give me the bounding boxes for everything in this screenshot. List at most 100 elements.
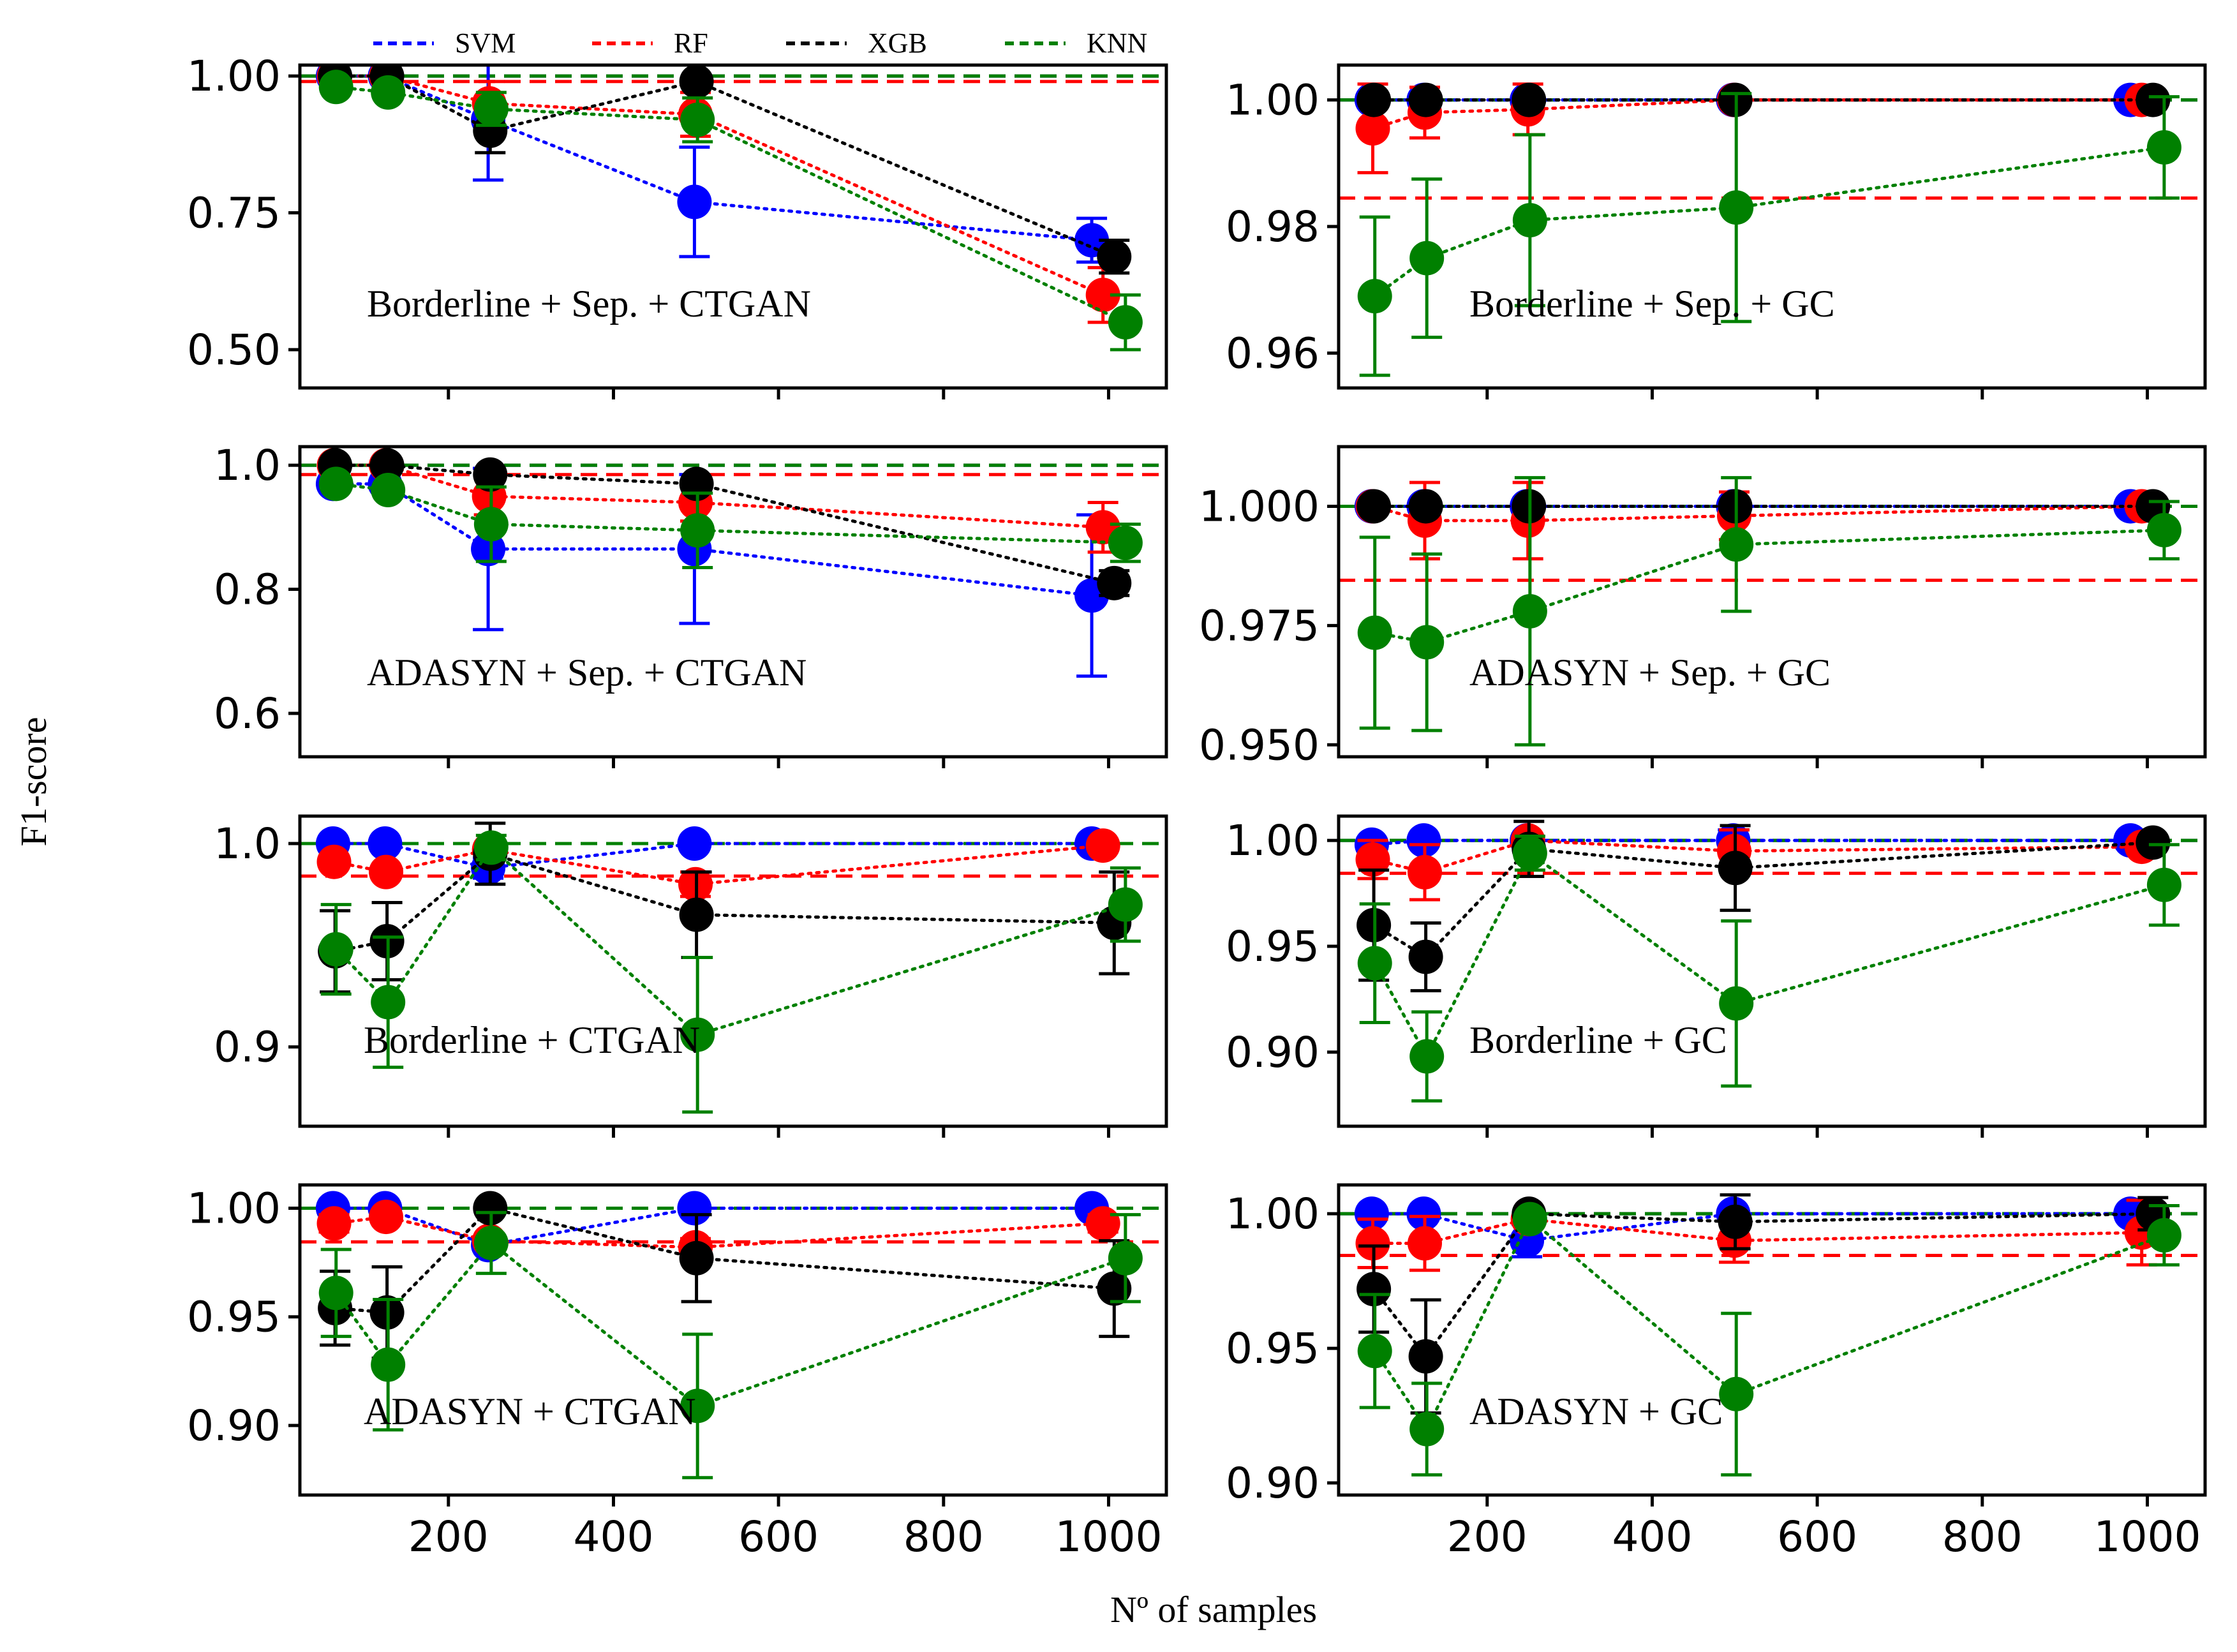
axes-frame xyxy=(1337,445,2207,759)
plot-area xyxy=(300,65,1166,352)
y-tick-label: 0.75 xyxy=(187,189,281,238)
series-line xyxy=(331,1206,1094,1247)
legend-item-knn: KNN xyxy=(1005,27,1147,59)
data-point xyxy=(1406,1196,1441,1232)
data-point xyxy=(473,91,509,126)
legend-item-rf: RF xyxy=(592,27,708,59)
data-point xyxy=(1085,828,1120,863)
x-tick-label: 200 xyxy=(408,1512,489,1561)
series-line xyxy=(334,1240,1127,1408)
panel-label: Borderline + Sep. + CTGAN xyxy=(367,283,811,325)
panel-4: 0.950 0.975 1.000 ADASYN + Sep. + GC xyxy=(1199,445,2207,770)
x-tick-label: 800 xyxy=(1942,1512,2023,1561)
series-line xyxy=(1373,145,2166,298)
y-tick-label: 0.95 xyxy=(187,1293,281,1342)
data-point xyxy=(1408,1339,1443,1374)
y-tick-label: 1.00 xyxy=(187,52,281,101)
y-tick-label: 0.8 xyxy=(214,565,281,614)
series-xgb xyxy=(318,448,1132,600)
data-point xyxy=(368,826,403,861)
series-line xyxy=(332,844,1105,886)
data-point xyxy=(2146,512,2181,547)
data-point xyxy=(318,932,353,967)
data-point xyxy=(1512,203,1547,238)
data-point xyxy=(1409,1411,1445,1447)
y-tick-label: 0.95 xyxy=(1226,1324,1319,1373)
data-point xyxy=(473,830,509,865)
axes-frame xyxy=(1337,814,2207,1128)
y-tick-label: 0.95 xyxy=(1226,922,1319,971)
panel-label: ADASYN + GC xyxy=(1469,1390,1723,1432)
data-point xyxy=(1719,1376,1754,1411)
data-point xyxy=(1108,305,1143,340)
y-tick-label: 1.00 xyxy=(1226,1189,1319,1239)
data-point xyxy=(1085,1206,1120,1241)
panel-1: 0.50 0.75 1.00 Borderline + Sep. + CTGAN xyxy=(187,52,1168,399)
data-point xyxy=(1512,593,1547,629)
y-tick-label: 1.00 xyxy=(1226,816,1319,865)
data-point xyxy=(1357,1334,1392,1369)
data-point xyxy=(1108,525,1143,560)
series-line xyxy=(331,842,1094,870)
panel-6: 0.90 0.95 1.00 Borderline + GC xyxy=(1226,814,2207,1138)
series-line xyxy=(1373,528,2166,644)
data-point xyxy=(679,897,714,932)
x-tick-label: 1000 xyxy=(1055,1512,1162,1561)
series-rf xyxy=(316,828,1120,902)
series-svm xyxy=(1354,823,2148,862)
data-point xyxy=(1718,1204,1753,1239)
panel-label: Borderline + GC xyxy=(1469,1019,1727,1061)
data-point xyxy=(1408,489,1443,524)
y-tick-label: 0.6 xyxy=(214,689,281,738)
data-point xyxy=(680,102,715,137)
data-point xyxy=(1097,239,1132,274)
data-point xyxy=(1354,1196,1389,1232)
data-point xyxy=(1357,615,1392,650)
series-rf xyxy=(1355,1198,2159,1272)
data-point xyxy=(1409,241,1445,276)
legend-item-svm: SVM xyxy=(373,27,516,59)
data-point xyxy=(371,985,406,1020)
data-point xyxy=(369,448,405,483)
plot-area xyxy=(1339,82,2205,377)
series-knn xyxy=(318,70,1143,352)
y-tick-label: 0.90 xyxy=(1226,1459,1319,1508)
series-rf xyxy=(1355,82,2159,175)
series-knn xyxy=(318,1210,1143,1480)
series-line xyxy=(333,1206,1116,1314)
y-tick-label: 0.90 xyxy=(187,1401,281,1450)
data-point xyxy=(1355,111,1390,146)
series-knn xyxy=(318,830,1143,1114)
data-point xyxy=(473,457,508,492)
y-axis-label: F1-score xyxy=(13,717,54,847)
data-point xyxy=(1719,527,1754,562)
data-point xyxy=(369,1200,403,1235)
data-point xyxy=(1097,565,1132,600)
panel-8: 0.90 0.95 1.00 200 400 600 800 1000 ADASYN + GC xyxy=(1226,1183,2207,1561)
data-point xyxy=(1356,489,1392,524)
axes-frame xyxy=(1337,1183,2207,1497)
panel-label: Borderline + CTGAN xyxy=(364,1019,700,1061)
y-tick-label: 0.98 xyxy=(1226,202,1319,251)
x-tick-label: 400 xyxy=(1612,1512,1692,1561)
data-point xyxy=(1408,1226,1442,1261)
series-line xyxy=(333,463,1116,585)
series-line xyxy=(1373,1216,2166,1432)
legend-item-xgb: XGB xyxy=(786,27,927,59)
y-tick-label: 0.96 xyxy=(1226,329,1319,378)
x-tick-label: 600 xyxy=(738,1512,819,1561)
data-point xyxy=(1355,1226,1390,1261)
data-point xyxy=(1408,82,1443,117)
series-line xyxy=(1370,838,2132,847)
plot-area xyxy=(1339,1193,2205,1477)
axes-frame xyxy=(298,63,1168,390)
x-tick-label: 800 xyxy=(903,1512,984,1561)
x-tick-label: 400 xyxy=(573,1512,653,1561)
series-knn xyxy=(1357,1202,2181,1477)
data-point xyxy=(1719,986,1754,1021)
x-tick-label: 1000 xyxy=(2093,1512,2201,1561)
data-point xyxy=(473,1225,509,1260)
data-point xyxy=(2136,825,2171,860)
plot-area xyxy=(300,448,1166,678)
